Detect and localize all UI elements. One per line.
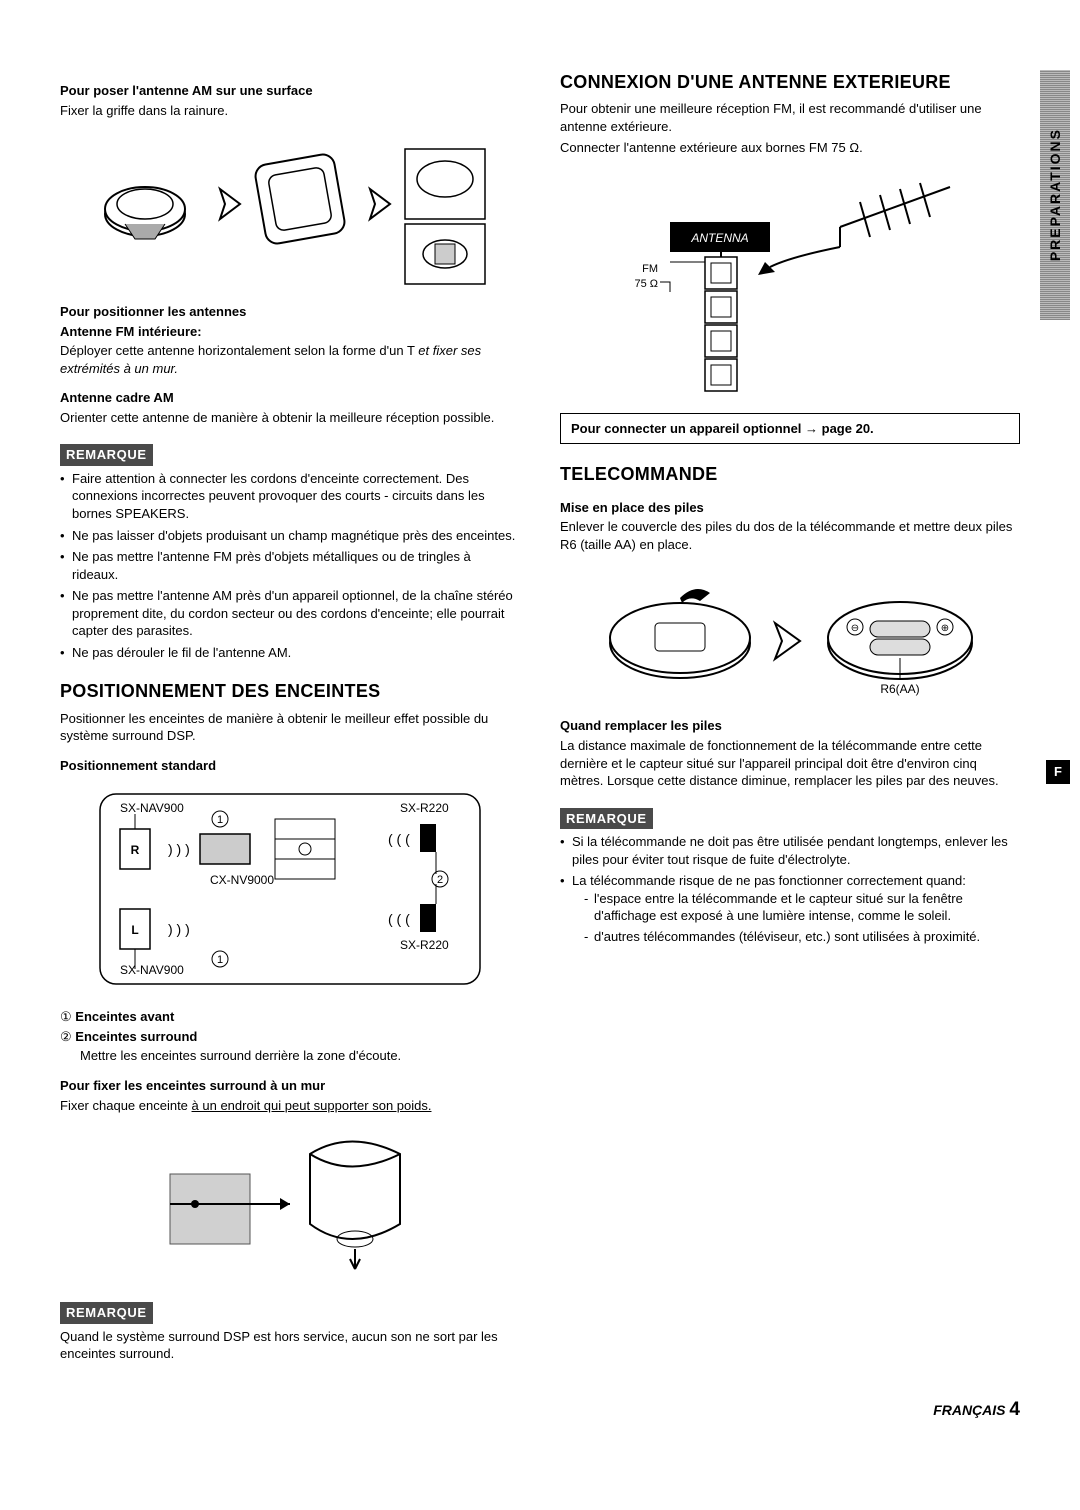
svg-text:) ) ): ) ) ) (168, 841, 190, 857)
bullet: Ne pas mettre l'antenne FM près d'objets… (60, 548, 520, 583)
dash-item: l'espace entre la télécommande et le cap… (584, 890, 1020, 925)
bullet: Ne pas dérouler le fil de l'antenne AM. (60, 644, 520, 662)
remark-list-2: Si la télécommande ne doit pas être util… (560, 833, 1020, 945)
heading-replace-batteries: Quand remplacer les piles (560, 717, 1020, 735)
bullet: Ne pas laisser d'objets produisant un ch… (60, 527, 520, 545)
bullet: La télécommande risque de ne pas fonctio… (560, 872, 1020, 945)
heading-position-antennas: Pour positionner les antennes (60, 303, 520, 321)
side-language-box: F (1046, 760, 1070, 784)
legend-surround: ② Enceintes surround (60, 1028, 520, 1046)
heading-standard-placement: Positionnement standard (60, 757, 520, 775)
svg-text:2: 2 (437, 874, 443, 886)
svg-text:FM: FM (642, 263, 658, 275)
text-ext-ant-1: Pour obtenir une meilleure réception FM,… (560, 100, 1020, 135)
label-sxr-bot: SX-R220 (400, 938, 449, 952)
text-ext-ant-2: Connecter l'antenne extérieure aux borne… (560, 139, 1020, 157)
text-speaker-placement: Positionner les enceintes de manière à o… (60, 710, 520, 745)
svg-text:( ( (: ( ( ( (388, 911, 410, 927)
label-cx: CX-NV9000 (210, 873, 274, 887)
text-dsp-off: Quand le système surround DSP est hors s… (60, 1328, 520, 1363)
antenna-panel-label: ANTENNA (690, 231, 748, 245)
right-column: PREPARATIONS F CONNEXION D'UNE ANTENNE E… (560, 70, 1020, 1367)
dash-item: d'autres télécommandes (téléviseur, etc.… (584, 928, 1020, 946)
legend-front: ① Enceintes avant (60, 1008, 520, 1026)
bullet: Si la télécommande ne doit pas être util… (560, 833, 1020, 868)
remark-badge-2: REMARQUE (60, 1302, 153, 1324)
label-sxr-top: SX-R220 (400, 801, 449, 815)
heading-fm-interior: Antenne FM intérieure: (60, 323, 520, 341)
section-external-antenna: CONNEXION D'UNE ANTENNE EXTERIEURE (560, 70, 1020, 94)
svg-text:L: L (131, 923, 138, 937)
text-batteries: Enlever le couvercle des piles du dos de… (560, 518, 1020, 553)
svg-text:75 Ω: 75 Ω (634, 278, 658, 290)
svg-text:1: 1 (217, 814, 223, 826)
figure-wall-mount (60, 1124, 520, 1274)
text-replace-batteries: La distance maximale de fonctionnement d… (560, 737, 1020, 790)
text-am-frame: Orienter cette antenne de manière à obte… (60, 409, 520, 427)
svg-text:1: 1 (217, 954, 223, 966)
circled-legend: ① Enceintes avant ② Enceintes surround (60, 1008, 520, 1045)
text-fm-interior: Déployer cette antenne horizontalement s… (60, 342, 520, 377)
svg-text:⊖: ⊖ (851, 623, 859, 634)
section-remote: TELECOMMANDE (560, 462, 1020, 486)
heading-batteries: Mise en place des piles (560, 499, 1020, 517)
heading-am-surface: Pour poser l'antenne AM sur une surface (60, 82, 520, 100)
figure-external-antenna: ANTENNA FM 75 Ω (560, 167, 1020, 397)
page-columns: Pour poser l'antenne AM sur une surface … (60, 70, 1020, 1367)
remark-list-1: Faire attention à connecter les cordons … (60, 470, 520, 661)
label-sxnav-bot: SX-NAV900 (120, 963, 184, 977)
left-column: Pour poser l'antenne AM sur une surface … (60, 70, 520, 1367)
dash-list: l'espace entre la télécommande et le cap… (584, 890, 1020, 946)
bullet: Ne pas mettre l'antenne AM près d'un app… (60, 587, 520, 640)
text-am-surface: Fixer la griffe dans la rainure. (60, 102, 520, 120)
text-surround-behind: Mettre les enceintes surround derrière l… (80, 1047, 520, 1065)
svg-text:⊕: ⊕ (941, 623, 949, 634)
section-speaker-placement: POSITIONNEMENT DES ENCEINTES (60, 679, 520, 703)
boxed-note-optional: Pour connecter un appareil optionnel → p… (560, 413, 1020, 445)
remark-badge-1: REMARQUE (60, 444, 153, 466)
svg-text:) ) ): ) ) ) (168, 921, 190, 937)
label-sxnav-top: SX-NAV900 (120, 801, 184, 815)
text-wall-mount: Fixer chaque enceinte à un endroit qui p… (60, 1097, 520, 1115)
bullet: Faire attention à connecter les cordons … (60, 470, 520, 523)
battery-type-label: R6(AA) (880, 682, 919, 696)
svg-text:R: R (131, 843, 140, 857)
svg-text:( ( (: ( ( ( (388, 831, 410, 847)
remark-badge-3: REMARQUE (560, 808, 653, 830)
figure-am-loop-install (60, 129, 520, 289)
figure-speaker-layout: R ) ) ) ( ( ( ( ( ( L ) ) (60, 784, 520, 994)
page-footer: FRANÇAIS 4 (60, 1397, 1020, 1423)
heading-am-frame: Antenne cadre AM (60, 389, 520, 407)
heading-wall-mount: Pour fixer les enceintes surround à un m… (60, 1077, 520, 1095)
side-tab-preparations: PREPARATIONS (1040, 70, 1070, 320)
figure-battery-install: ⊖ ⊕ R6(AA) (560, 563, 1020, 703)
